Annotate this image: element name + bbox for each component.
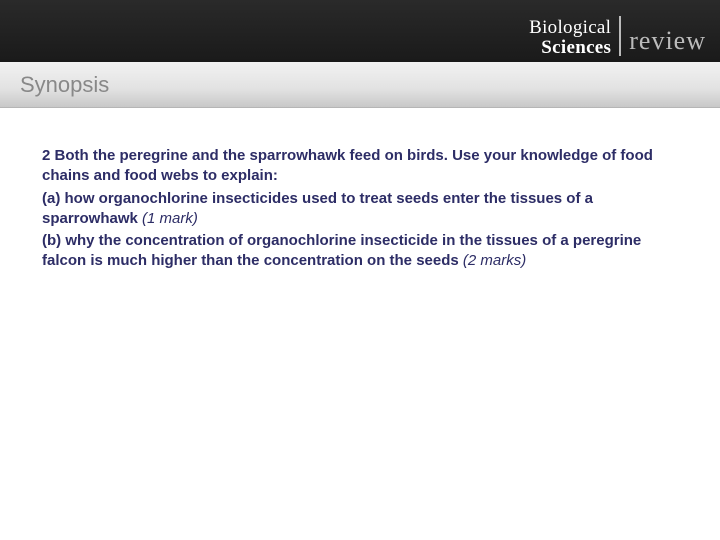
slide-content: 2 Both the peregrine and the sparrowhawk… [0,108,720,272]
question-part-b-marks: (2 marks) [463,252,526,269]
question-part-a-marks: (1 mark) [142,210,198,227]
brand-logo: Biological Sciences review [529,16,706,58]
question-part-b-text: (b) why the concentration of organochlor… [42,232,641,269]
question-part-a-text: (a) how organochlorine insecticides used… [42,190,593,227]
question-part-b: (b) why the concentration of organochlor… [42,231,678,272]
brand-review-word: review [629,26,706,58]
header-bar: Biological Sciences review [0,0,720,62]
question-intro: 2 Both the peregrine and the sparrowhawk… [42,146,678,187]
brand-divider [619,16,621,56]
brand-line-2: Sciences [529,38,611,58]
brand-line-1: Biological [529,18,611,38]
page-title: Synopsis [20,72,109,98]
title-bar: Synopsis [0,62,720,108]
question-part-a: (a) how organochlorine insecticides used… [42,189,678,230]
brand-logo-text: Biological Sciences [529,18,611,58]
